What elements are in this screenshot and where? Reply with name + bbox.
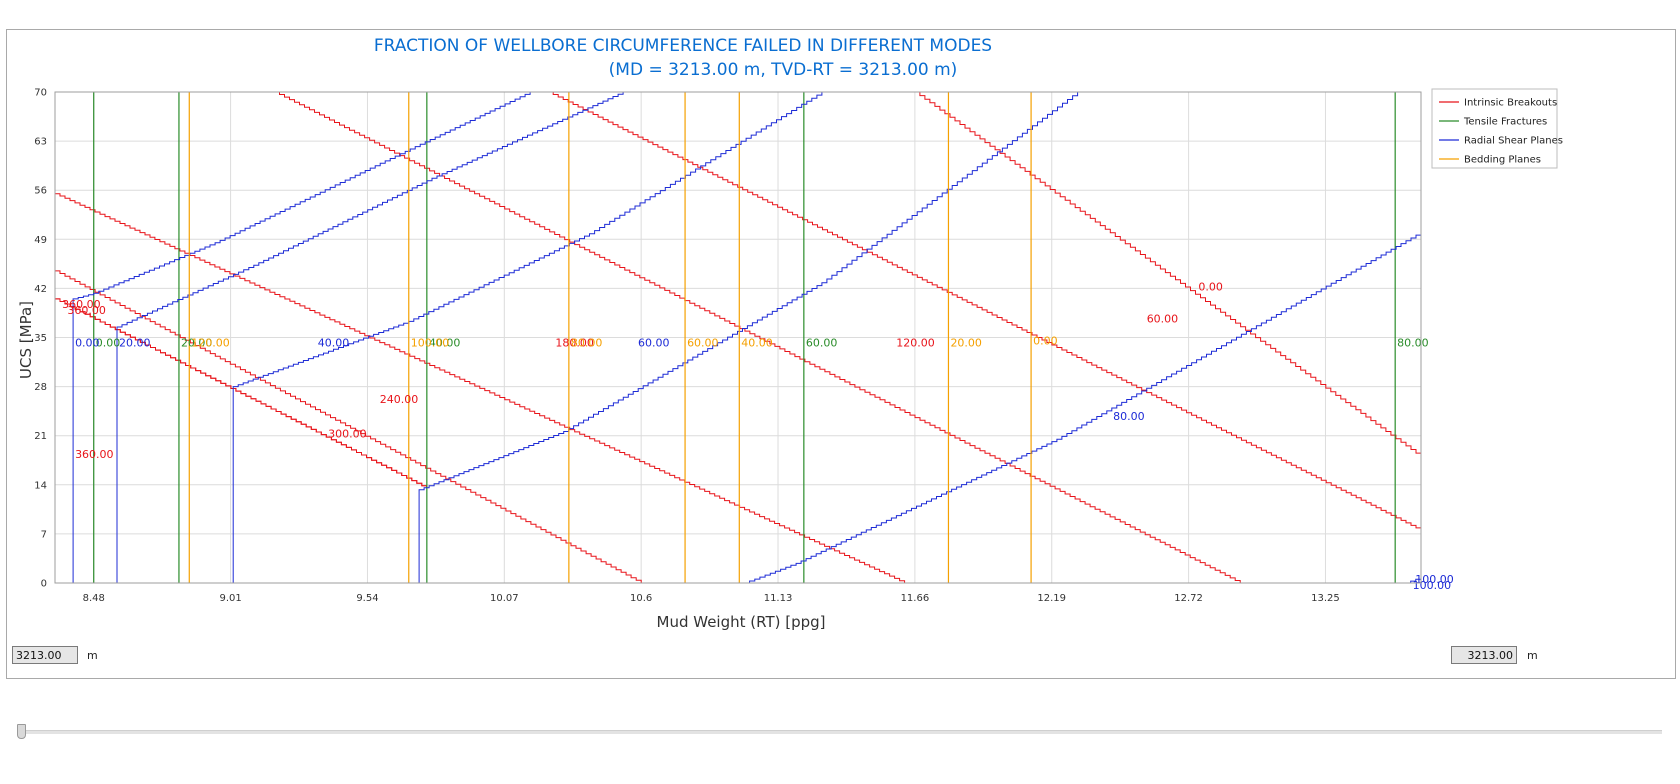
x-axis-title: Mud Weight (RT) [ppg] (657, 613, 826, 631)
intrinsic-breakouts-label: 240.00 (380, 393, 419, 406)
x-tick-label: 13.25 (1311, 593, 1340, 604)
bedding-planes-label: 100.00 (411, 336, 450, 349)
y-tick-label: 14 (34, 480, 47, 491)
intrinsic-breakouts-curve (55, 270, 642, 583)
bedding-planes-label: 0.00 (1033, 334, 1058, 347)
intrinsic-breakouts-label: 0.00 (1198, 280, 1223, 293)
radial-shear-planes-curve (418, 92, 1079, 583)
x-tick-label: 9.54 (356, 593, 378, 604)
legend: Intrinsic Breakouts Tensile Fractures Radi… (1431, 88, 1563, 169)
y-tick-label: 63 (34, 137, 47, 148)
bedding-planes-label: 80.00 (571, 336, 603, 349)
y-tick-label: 28 (34, 382, 47, 393)
radial-shear-planes-curve (1405, 577, 1421, 583)
intrinsic-breakouts-label: 300.00 (328, 428, 367, 441)
intrinsic-breakouts-label: 360.00 (67, 304, 106, 317)
intrinsic-breakouts-curve (55, 193, 906, 583)
x-tick-label: 11.13 (764, 593, 793, 604)
legend-label-bedding-planes: Bedding Planes (1464, 155, 1541, 166)
legend-label-radial-shear-planes: Radial Shear Planes (1464, 136, 1563, 147)
intrinsic-breakouts-curve (914, 92, 1421, 457)
radial-shear-planes-curve (116, 92, 624, 583)
intrinsic-breakouts-label: 360.00 (62, 298, 100, 311)
tensile-fractures-label: 60.00 (806, 336, 838, 349)
bedding-planes-label: 20.00 (950, 336, 982, 349)
chart-frame: FRACTION OF WELLBORE CIRCUMFERENCE FAILE… (6, 29, 1676, 679)
x-tick-label: 10.6 (630, 593, 652, 604)
plot-area-border (54, 91, 1422, 584)
y-tick-label: 42 (34, 284, 47, 295)
axis-layer: 0 7 14 21 28 35 42 49 56 63 70 8.48 9.01 9.54 10.07 10.… (34, 88, 1422, 604)
intrinsic-breakouts-label: 120.00 (896, 336, 935, 349)
radial-shear-planes-label: 100.00 (1413, 579, 1452, 592)
bedding-planes-label: 120.00 (191, 336, 230, 349)
right-depth-unit: m (1527, 649, 1538, 662)
intrinsic-breakouts-label: 180.00 (555, 336, 594, 349)
y-tick-label: 56 (34, 186, 47, 197)
right-depth-field[interactable]: 3213.00 (1451, 646, 1517, 664)
tensile-fractures-label: 80.00 (1397, 336, 1429, 349)
chart-title: FRACTION OF WELLBORE CIRCUMFERENCE FAILE… (374, 36, 992, 56)
bedding-planes-label: 60.00 (687, 336, 719, 349)
x-tick-label: 12.19 (1037, 593, 1066, 604)
radial-shear-planes-label: 40.00 (318, 336, 350, 349)
intrinsic-breakouts-curve (548, 92, 1421, 531)
radial-shear-planes-curve (72, 92, 531, 583)
left-depth-unit: m (87, 649, 98, 662)
y-tick-label: 7 (41, 529, 47, 540)
y-tick-label: 70 (34, 88, 47, 99)
depth-slider-track[interactable] (20, 730, 1662, 734)
tensile-fractures-label: 20.00 (181, 336, 213, 349)
radial-shear-planes-curve (744, 232, 1421, 583)
radial-shear-planes-label: 0.00 (75, 336, 100, 349)
left-depth-field[interactable]: 3213.00 (12, 646, 78, 664)
intrinsic-breakouts-label: 60.00 (1147, 313, 1179, 326)
x-tick-label: 8.48 (83, 593, 105, 604)
depth-slider-thumb[interactable] (17, 724, 26, 739)
legend-label-tensile-fractures: Tensile Fractures (1463, 117, 1547, 128)
y-tick-label: 35 (34, 333, 47, 344)
tensile-fractures-label: 0.00 (96, 336, 121, 349)
radial-shear-planes-label: 20.00 (119, 336, 151, 349)
chart-svg: FRACTION OF WELLBORE CIRCUMFERENCE FAILE… (17, 36, 1563, 631)
bedding-planes-label: 40.00 (741, 336, 773, 349)
x-tick-label: 11.66 (901, 593, 930, 604)
intrinsic-breakouts-curve (274, 92, 1241, 583)
legend-label-intrinsic-breakouts: Intrinsic Breakouts (1464, 98, 1557, 109)
radial-shear-planes-curve (232, 92, 823, 583)
y-tick-label: 49 (34, 235, 47, 246)
x-tick-label: 9.01 (219, 593, 241, 604)
x-tick-label: 10.07 (490, 593, 519, 604)
grid-layer (55, 91, 1421, 584)
intrinsic-breakouts-curve (55, 298, 428, 489)
series-layer (55, 92, 1421, 583)
x-tick-label: 12.72 (1174, 593, 1203, 604)
intrinsic-breakouts-label: 360.00 (75, 448, 114, 461)
y-tick-label: 21 (34, 431, 47, 442)
y-tick-label: 0 (41, 579, 47, 590)
radial-shear-planes-label: 100.00 (1415, 573, 1454, 586)
radial-shear-planes-label: 80.00 (1113, 410, 1145, 423)
tensile-fractures-label: 40.00 (429, 336, 461, 349)
chart-subtitle: (MD = 3213.00 m, TVD-RT = 3213.00 m) (609, 60, 958, 80)
radial-shear-planes-label: 60.00 (638, 336, 670, 349)
y-axis-title: UCS [MPa] (17, 301, 35, 379)
curve-label-layer: 0.0060.00120.00180.00240.00300.00360.003… (62, 280, 1454, 592)
